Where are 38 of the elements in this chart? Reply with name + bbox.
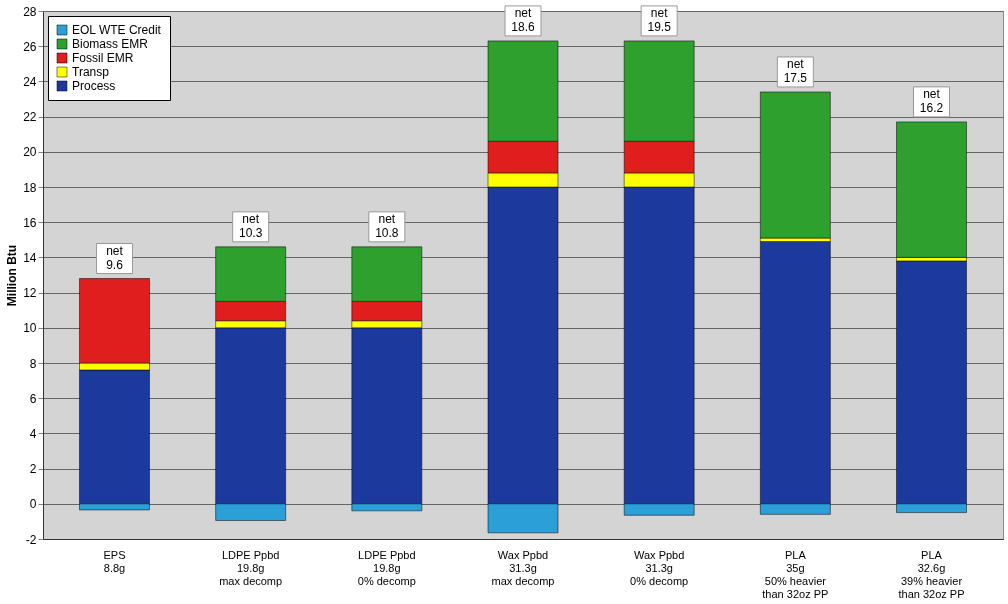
y-tick-label: 0 — [29, 497, 37, 512]
y-tick-label: 14 — [23, 250, 37, 265]
y-tick-label: 12 — [23, 286, 37, 301]
y-tick-label: 28 — [23, 4, 37, 19]
bar — [760, 91, 831, 239]
y-tick-label: 22 — [23, 110, 37, 125]
y-tick-label: 2 — [29, 462, 37, 477]
x-tick-label: Wax Ppbd 31.3g 0% decomp — [630, 548, 689, 587]
annotation: net 9.6 — [106, 243, 124, 272]
legend-label: Fossil EMR — [72, 51, 134, 65]
legend-label: Process — [72, 79, 116, 93]
y-tick-label: -2 — [25, 532, 37, 547]
y-axis-title: Million Btu — [5, 244, 20, 307]
y-tick-label: 20 — [23, 145, 37, 160]
y-tick-label: 16 — [23, 215, 37, 230]
y-tick-label: 8 — [29, 356, 37, 371]
annotation: net 17.5 — [783, 56, 808, 85]
x-tick-label: PLA 35g 50% heavier than 32oz PP — [762, 548, 829, 600]
y-tick-label: 10 — [23, 321, 37, 336]
legend-label: Transp — [72, 65, 110, 79]
annotation: net 19.5 — [647, 5, 672, 34]
legend-label: Biomass EMR — [72, 37, 149, 51]
annotation: net 18.6 — [511, 5, 535, 34]
y-tick-label: 26 — [23, 39, 37, 54]
x-tick-label: LDPE Ppbd 19.8g 0% decomp — [357, 548, 416, 587]
x-tick-label: Wax Ppbd 31.3g max decomp — [491, 548, 555, 587]
x-tick-label: EPS 8.8g — [103, 548, 126, 574]
y-tick-label: 6 — [29, 391, 37, 406]
annotation: net 10.8 — [375, 211, 399, 240]
x-tick-label: LDPE Ppbd 19.8g max decomp — [219, 548, 283, 587]
legend-label: EOL WTE Credit — [72, 23, 162, 37]
y-tick-label: 4 — [29, 426, 37, 441]
x-tick-label: PLA 32.6g 39% heavier than 32oz PP — [898, 548, 965, 600]
y-tick-label: 18 — [23, 180, 37, 195]
bar — [896, 121, 967, 258]
annotation: net 16.2 — [919, 86, 944, 115]
y-tick-label: 24 — [23, 74, 37, 89]
annotation: net 10.3 — [238, 211, 263, 240]
